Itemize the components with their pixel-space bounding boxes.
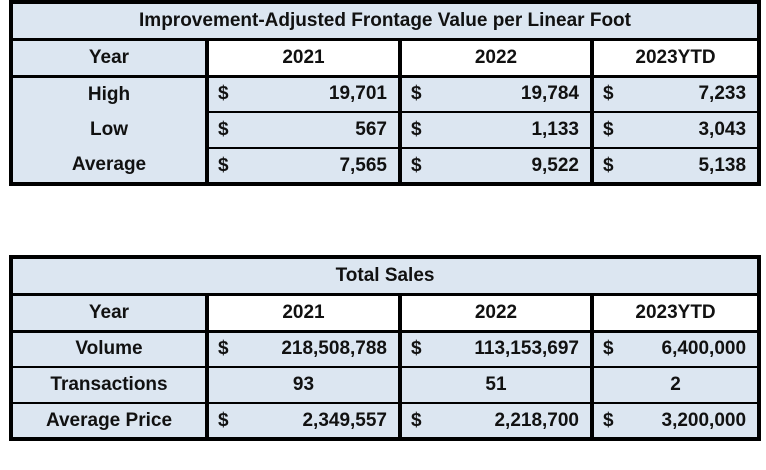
money-cell: $19,784 (398, 75, 592, 112)
row-label: Volume (11, 330, 207, 367)
currency-symbol: $ (218, 154, 229, 176)
count-cell: 93 (205, 366, 400, 403)
table-row-volume: Volume $218,508,788 $113,153,697 $6,400,… (11, 330, 760, 367)
currency-symbol: $ (411, 338, 422, 360)
frontage-value-table: Improvement-Adjusted Frontage Value per … (9, 0, 762, 186)
currency-symbol: $ (411, 154, 422, 176)
amount: 6,400,000 (661, 338, 747, 360)
amount: 2,349,557 (302, 409, 387, 431)
money-cell: $19,701 (205, 75, 400, 112)
money-cell: $2,349,557 (205, 402, 400, 439)
amount: 9,522 (531, 154, 579, 176)
table-header-row: Year 2021 2022 2023YTD (11, 39, 760, 78)
count-cell: 2 (589, 366, 760, 403)
header-2023ytd: 2023YTD (589, 294, 760, 333)
row-label: Transactions (11, 366, 207, 403)
currency-symbol: $ (411, 119, 422, 140)
money-cell: $7,233 (589, 75, 760, 112)
money-cell: $9,522 (398, 147, 592, 184)
money-cell: $7,565 (205, 147, 400, 184)
amount: 7,233 (698, 83, 747, 105)
amount: 1,133 (531, 119, 579, 140)
amount: 3,200,000 (661, 409, 747, 431)
money-cell: $2,218,700 (398, 402, 592, 439)
amount: 3,043 (698, 119, 747, 140)
money-cell: $3,200,000 (589, 402, 760, 439)
money-cell: $218,508,788 (205, 330, 400, 367)
currency-symbol: $ (411, 409, 422, 431)
header-2022: 2022 (398, 39, 592, 78)
money-cell: $567 (205, 111, 400, 148)
amount: 19,784 (520, 83, 579, 105)
money-cell: $6,400,000 (589, 330, 760, 367)
table-row-average-price: Average Price $2,349,557 $2,218,700 $3,2… (11, 402, 760, 439)
header-2022: 2022 (398, 294, 592, 333)
amount: 5,138 (698, 154, 747, 176)
header-2023ytd: 2023YTD (589, 39, 760, 78)
table-row-average: Average $7,565 $9,522 $5,138 (11, 147, 760, 184)
table-spacer (9, 186, 766, 255)
table-header-row: Year 2021 2022 2023YTD (11, 294, 760, 333)
table-row-transactions: Transactions 93 51 2 (11, 366, 760, 403)
table-row-low: Low $567 $1,133 $3,043 (11, 111, 760, 148)
currency-symbol: $ (218, 119, 229, 140)
row-label: Average Price (11, 402, 207, 439)
header-2021: 2021 (205, 39, 400, 78)
total-sales-table: Total Sales Year 2021 2022 2023YTD Volum… (9, 255, 762, 441)
amount: 2,218,700 (494, 409, 579, 431)
header-year-label: Year (11, 39, 207, 78)
currency-symbol: $ (218, 83, 229, 105)
row-label: Low (11, 112, 207, 148)
table-title-row: Improvement-Adjusted Frontage Value per … (11, 2, 760, 41)
table-title: Improvement-Adjusted Frontage Value per … (11, 2, 760, 41)
currency-symbol: $ (411, 83, 422, 105)
currency-symbol: $ (603, 154, 614, 176)
row-label: Average (11, 148, 207, 184)
currency-symbol: $ (218, 338, 229, 360)
header-2021: 2021 (205, 294, 400, 333)
money-cell: $1,133 (398, 111, 592, 148)
amount: 218,508,788 (281, 338, 387, 360)
report-page: Improvement-Adjusted Frontage Value per … (9, 0, 766, 441)
currency-symbol: $ (603, 119, 614, 140)
currency-symbol: $ (603, 409, 614, 431)
table-title-row: Total Sales (11, 257, 760, 296)
amount: 113,153,697 (474, 338, 579, 360)
currency-symbol: $ (218, 409, 229, 431)
table-row-high: High $19,701 $19,784 $7,233 (11, 75, 760, 112)
table-title: Total Sales (11, 257, 760, 296)
header-year-label: Year (11, 294, 207, 333)
count-cell: 51 (398, 366, 592, 403)
currency-symbol: $ (603, 338, 614, 360)
amount: 7,565 (339, 154, 387, 176)
row-label: High (11, 76, 207, 112)
amount: 567 (355, 119, 387, 140)
money-cell: $5,138 (589, 147, 760, 184)
currency-symbol: $ (603, 83, 614, 105)
money-cell: $3,043 (589, 111, 760, 148)
amount: 19,701 (328, 83, 387, 105)
money-cell: $113,153,697 (398, 330, 592, 367)
